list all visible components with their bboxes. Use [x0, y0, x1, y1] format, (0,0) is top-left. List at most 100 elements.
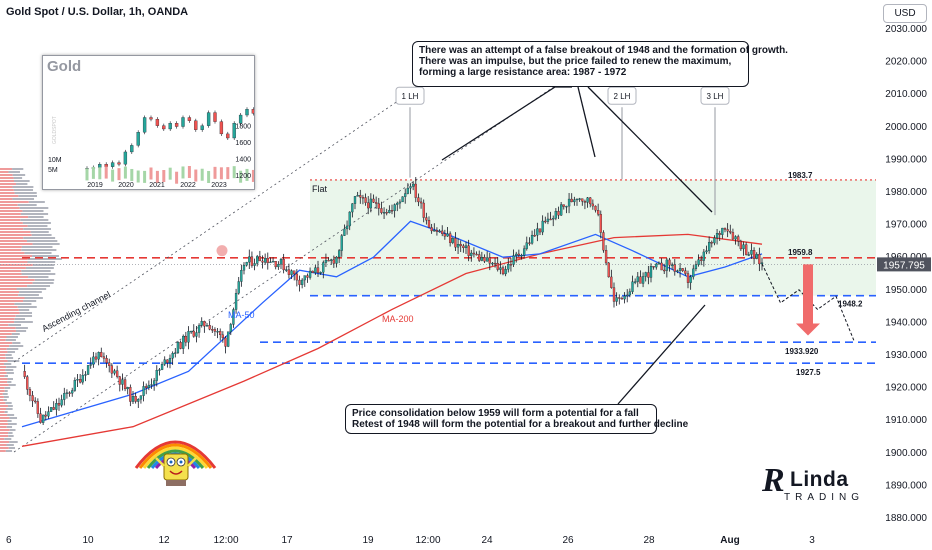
- top-callout-line: There was an attempt of a false breakout…: [419, 45, 788, 56]
- volume-bar-sell: [0, 303, 15, 305]
- candle-body: [89, 364, 92, 366]
- volume-bar-sell: [0, 381, 8, 383]
- candle-body: [581, 198, 584, 202]
- candle-body: [195, 332, 198, 337]
- candle-body: [599, 214, 602, 233]
- candle-body: [308, 270, 312, 278]
- volume-bar-sell: [0, 447, 9, 449]
- candle-body: [343, 228, 346, 236]
- y-tick-label: 1920.000: [885, 383, 927, 394]
- volume-bar-sell: [0, 240, 27, 242]
- candle-body: [385, 212, 388, 214]
- volume-bar-buy: [16, 183, 28, 185]
- volume-bar-sell: [0, 426, 7, 428]
- volume-bar-buy: [28, 276, 49, 278]
- candle-body: [306, 275, 309, 278]
- volume-bar-buy: [23, 300, 37, 302]
- candle-body: [480, 257, 484, 261]
- candle-body: [406, 187, 410, 194]
- candle-body: [364, 197, 367, 203]
- candle-body: [441, 230, 444, 235]
- volume-bar-sell: [0, 300, 24, 302]
- volume-bar-buy: [30, 231, 49, 233]
- volume-bar-buy: [19, 312, 33, 314]
- candle-body: [171, 353, 174, 359]
- inset-y-tick: 1800: [235, 124, 251, 131]
- candle-body: [71, 390, 74, 394]
- projection-line: [761, 263, 855, 343]
- candle-body: [538, 228, 542, 233]
- candle-body: [34, 400, 37, 403]
- candle-body: [377, 203, 380, 209]
- candle-body: [499, 267, 502, 270]
- candle-body: [692, 268, 695, 278]
- volume-bar-buy: [27, 225, 48, 227]
- volume-bar-buy: [5, 339, 16, 341]
- candle-body: [139, 395, 143, 400]
- lh3-marker-box: [700, 86, 730, 105]
- candle-body: [565, 205, 568, 208]
- volume-bar-buy: [23, 237, 56, 239]
- y-tick-label: 1970.000: [885, 220, 927, 231]
- candle-body: [300, 279, 304, 285]
- volume-bar-buy: [3, 363, 12, 365]
- volume-bar-buy: [27, 261, 56, 263]
- candle-body: [237, 281, 240, 294]
- candle-body: [552, 218, 555, 220]
- inset-volume-bar: [149, 167, 153, 180]
- candle-body: [131, 396, 135, 402]
- volume-bar-buy: [12, 198, 35, 200]
- volume-bar-buy: [8, 171, 20, 173]
- candle-body: [723, 227, 727, 230]
- x-tick-label: 19: [362, 535, 374, 546]
- candle-body: [115, 370, 119, 377]
- candle-body: [554, 211, 558, 219]
- volume-bar-buy: [27, 285, 51, 287]
- volume-bar-sell: [0, 393, 3, 395]
- candle-body: [639, 276, 642, 284]
- volume-bar-buy: [15, 330, 27, 332]
- inset-volume-bar: [239, 170, 243, 183]
- top-pointer-left: [441, 86, 572, 161]
- candle-body: [374, 202, 378, 204]
- volume-bar-buy: [5, 402, 12, 404]
- inset-volume-bar: [91, 166, 95, 179]
- candle-body: [97, 352, 100, 360]
- candle-body: [739, 241, 743, 250]
- candle-body: [742, 244, 745, 250]
- candle-body: [253, 263, 256, 266]
- candle-body: [361, 197, 365, 199]
- volume-bar-sell: [0, 198, 13, 200]
- top-callout: There was an attempt of a false breakout…: [412, 41, 788, 87]
- volume-bar-buy: [2, 393, 8, 395]
- inset-candle-body: [136, 132, 140, 146]
- volume-bar-buy: [7, 381, 12, 383]
- inset-volume-bar: [117, 168, 121, 181]
- volume-bar-sell: [0, 213, 21, 215]
- candle-body: [396, 202, 399, 205]
- candle-body: [174, 352, 177, 354]
- candle-body: [483, 257, 486, 262]
- volume-bar-buy: [5, 354, 12, 356]
- currency-selector[interactable]: USD: [883, 4, 927, 23]
- candle-body: [285, 269, 288, 271]
- candle-body: [515, 253, 518, 256]
- candle-body: [176, 342, 180, 353]
- candle-body: [126, 387, 129, 390]
- candle-body: [713, 237, 716, 244]
- inset-x-tick: 2022: [180, 182, 196, 189]
- candle-body: [628, 291, 632, 296]
- candle-body: [205, 325, 209, 327]
- inset-candle-body: [213, 112, 217, 122]
- volume-bar-sell: [0, 378, 8, 380]
- volume-bar-buy: [24, 297, 43, 299]
- candle-body: [626, 294, 629, 297]
- candle-body: [356, 195, 359, 197]
- candle-body: [520, 255, 523, 257]
- candle-body: [76, 379, 79, 381]
- candle-body: [678, 268, 682, 271]
- candle-body: [438, 230, 441, 233]
- candle-body: [39, 413, 42, 423]
- volume-bar-sell: [0, 267, 26, 269]
